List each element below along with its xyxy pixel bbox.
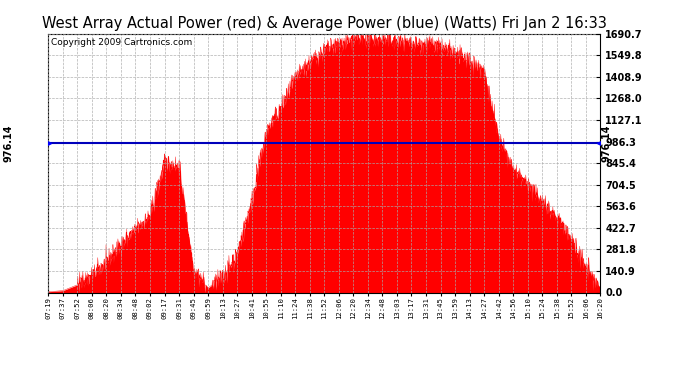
Text: 976.14: 976.14 [602, 124, 611, 162]
Title: West Array Actual Power (red) & Average Power (blue) (Watts) Fri Jan 2 16:33: West Array Actual Power (red) & Average … [42, 16, 607, 31]
Text: Copyright 2009 Cartronics.com: Copyright 2009 Cartronics.com [51, 38, 193, 46]
Text: 976.14: 976.14 [3, 124, 13, 162]
